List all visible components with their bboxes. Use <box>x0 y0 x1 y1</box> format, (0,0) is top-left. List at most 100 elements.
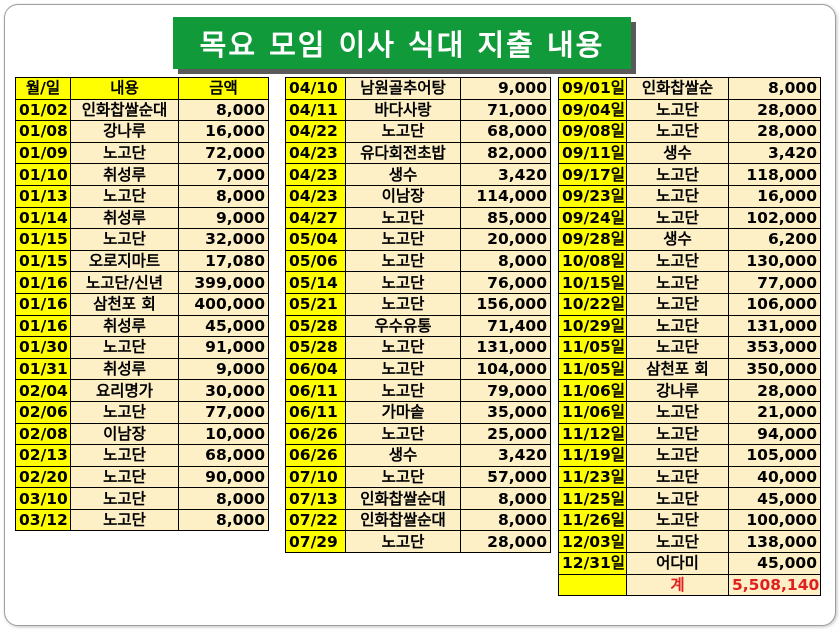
date-cell: 09/01일 <box>558 77 627 100</box>
amount-cell: 131,000 <box>460 336 551 359</box>
item-cell: 노고단 <box>626 292 729 316</box>
date-cell: 09/11일 <box>558 141 627 165</box>
amount-cell: 8,000 <box>460 487 551 510</box>
date-cell: 12/03일 <box>558 530 627 554</box>
table-row: 11/19일 노고단 105,000 <box>558 444 821 467</box>
table-row: 06/26 생수 3,420 <box>285 444 551 467</box>
amount-cell: 77,000 <box>178 400 269 424</box>
table-row: 11/26일 노고단 100,000 <box>558 508 821 532</box>
amount-cell: 28,000 <box>728 98 821 122</box>
item-cell: 노고단 <box>70 336 179 359</box>
date-cell: 01/15 <box>15 228 71 251</box>
table-row: 11/12일 노고단 94,000 <box>558 422 821 446</box>
amount-cell: 8,000 <box>178 508 269 532</box>
date-cell: 10/22일 <box>558 292 627 316</box>
table-row: 02/04 요리명가 30,000 <box>15 379 269 402</box>
amount-cell: 45,000 <box>728 552 821 575</box>
amount-cell: 8,000 <box>178 487 269 510</box>
table-row: 01/10 취성루 7,000 <box>15 163 269 186</box>
table-row: 01/13 노고단 8,000 <box>15 184 269 208</box>
date-cell: 05/14 <box>285 271 346 294</box>
date-cell: 09/08일 <box>558 120 627 143</box>
amount-cell: 90,000 <box>178 465 269 489</box>
amount-cell: 28,000 <box>728 120 821 143</box>
date-cell: 02/13 <box>15 444 71 467</box>
item-cell: 노고단 <box>345 465 461 489</box>
item-cell: 노고단 <box>345 292 461 316</box>
amount-cell: 105,000 <box>728 444 821 467</box>
item-cell: 어다미 <box>626 552 729 575</box>
amount-cell: 7,000 <box>178 163 269 186</box>
amount-cell: 68,000 <box>178 444 269 467</box>
item-cell: 노고단 <box>626 400 729 424</box>
amount-cell: 71,000 <box>460 98 551 122</box>
date-cell: 01/16 <box>15 314 71 338</box>
table-row: 09/11일 생수 3,420 <box>558 141 821 165</box>
item-cell: 노고단 <box>626 508 729 532</box>
table-row: 02/06 노고단 77,000 <box>15 400 269 424</box>
amount-cell: 3,420 <box>460 444 551 467</box>
total-date-cell <box>558 573 627 597</box>
item-cell: 노고단 <box>70 400 179 424</box>
header-date: 월/일 <box>15 77 71 100</box>
table-row: 01/16 삼천포 회 400,000 <box>15 292 269 316</box>
table-row: 06/11 노고단 79,000 <box>285 379 551 402</box>
item-cell: 이남장 <box>70 422 179 446</box>
date-cell: 11/05일 <box>558 336 627 359</box>
item-cell: 노고단 <box>626 336 729 359</box>
table-row: 02/20 노고단 90,000 <box>15 465 269 489</box>
amount-cell: 79,000 <box>460 379 551 402</box>
date-cell: 06/11 <box>285 400 346 424</box>
amount-cell: 9,000 <box>178 357 269 381</box>
table-row: 07/22 인화찹쌀순대 8,000 <box>285 508 551 532</box>
table-row: 05/06 노고단 8,000 <box>285 249 551 273</box>
expense-table-1: 월/일 내용 금액 01/02 인화찹쌀순대 8,000 01/08 강나루 16,000… <box>15 77 269 532</box>
table-row: 11/06일 노고단 21,000 <box>558 400 821 424</box>
item-cell: 바다사랑 <box>345 98 461 122</box>
page-title: 목요 모임 이사 식대 지출 내용 <box>173 17 631 69</box>
date-cell: 01/30 <box>15 336 71 359</box>
table-row: 09/23일 노고단 16,000 <box>558 184 821 208</box>
date-cell: 07/22 <box>285 508 346 532</box>
date-cell: 07/10 <box>285 465 346 489</box>
amount-cell: 353,000 <box>728 336 821 359</box>
table-row: 11/06일 강나루 28,000 <box>558 379 821 402</box>
amount-cell: 45,000 <box>178 314 269 338</box>
item-cell: 취성루 <box>70 357 179 381</box>
date-cell: 01/13 <box>15 184 71 208</box>
table-row: 10/22일 노고단 106,000 <box>558 292 821 316</box>
date-cell: 01/08 <box>15 120 71 143</box>
item-cell: 노고단 <box>345 249 461 273</box>
date-cell: 01/02 <box>15 98 71 122</box>
item-cell: 노고단 <box>626 314 729 338</box>
amount-cell: 102,000 <box>728 206 821 230</box>
expense-table-3: 09/01일 인화찹쌀순 8,000 09/04일 노고단 28,000 09/08일 노고단… <box>558 77 821 597</box>
amount-cell: 3,420 <box>728 141 821 165</box>
table-row: 05/04 노고단 20,000 <box>285 228 551 251</box>
amount-cell: 156,000 <box>460 292 551 316</box>
table-row: 05/21 노고단 156,000 <box>285 292 551 316</box>
table-row: 09/28일 생수 6,200 <box>558 228 821 251</box>
amount-cell: 25,000 <box>460 422 551 446</box>
amount-cell: 100,000 <box>728 508 821 532</box>
date-cell: 11/23일 <box>558 465 627 489</box>
amount-cell: 32,000 <box>178 228 269 251</box>
date-cell: 02/08 <box>15 422 71 446</box>
table-row: 01/30 노고단 91,000 <box>15 336 269 359</box>
item-cell: 생수 <box>626 228 729 251</box>
table-row: 11/05일 노고단 353,000 <box>558 336 821 359</box>
date-cell: 07/13 <box>285 487 346 510</box>
amount-cell: 82,000 <box>460 141 551 165</box>
amount-cell: 16,000 <box>178 120 269 143</box>
item-cell: 남원골추어탕 <box>345 77 461 100</box>
item-cell: 노고단 <box>345 357 461 381</box>
date-cell: 01/31 <box>15 357 71 381</box>
date-cell: 01/15 <box>15 249 71 273</box>
table-row: 01/31 취성루 9,000 <box>15 357 269 381</box>
date-cell: 04/23 <box>285 141 346 165</box>
table-row: 09/08일 노고단 28,000 <box>558 120 821 143</box>
date-cell: 01/10 <box>15 163 71 186</box>
table-row: 03/12 노고단 8,000 <box>15 508 269 532</box>
amount-cell: 10,000 <box>178 422 269 446</box>
item-cell: 노고단 <box>626 249 729 273</box>
